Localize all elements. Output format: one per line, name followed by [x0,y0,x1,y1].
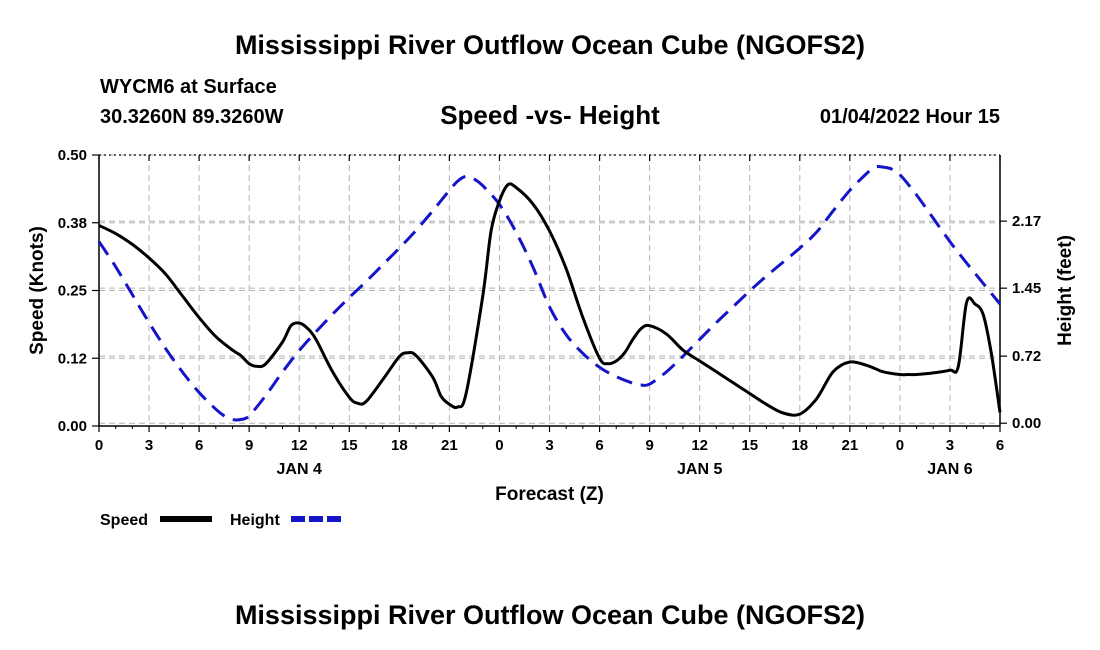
x-tick-label: 6 [595,437,603,454]
x-tick-label: 3 [946,437,954,454]
legend-height-label: Height [230,512,280,529]
y-left-tick-label: 0.00 [58,418,87,435]
x-tick-label: 21 [441,437,458,454]
datetime-label: 01/04/2022 Hour 15 [819,106,1000,128]
speed-series-line [98,182,1002,417]
y-right-tick-label: 1.45 [1012,280,1041,297]
y-left-tick-label: 0.38 [58,215,87,232]
y-right-tick-label: 0.00 [1012,415,1041,432]
x-tick-label: 6 [195,437,203,454]
legend-speed-label: Speed [100,512,148,529]
y-right-tick-label: 2.17 [1012,213,1041,230]
x-tick-label: 21 [841,437,858,454]
y-right-axis-title: Height (feet) [1055,235,1076,346]
y-left-axis-title: Speed (Knots) [27,226,48,355]
repeat-title: Mississippi River Outflow Ocean Cube (NG… [234,600,866,630]
x-tick-label: 15 [741,437,758,454]
x-tick-label: 3 [145,437,153,454]
height-series-line [97,165,1002,422]
x-tick-label: 9 [645,437,653,454]
x-tick-label: 15 [341,437,358,454]
x-axis-title: Forecast (Z) [495,484,604,505]
y-left-tick-label: 0.12 [58,350,87,367]
x-tick-label: 12 [691,437,708,454]
x-tick-label: 12 [291,437,308,454]
x-tick-label: 18 [791,437,808,454]
x-tick-label: 6 [996,437,1004,454]
main-title: Mississippi River Outflow Ocean Cube (NG… [234,30,866,60]
day-label: JAN 4 [277,461,322,478]
y-left-tick-label: 0.50 [58,147,87,164]
y-right-tick-label: 0.72 [1012,348,1041,365]
day-label: JAN 6 [927,461,972,478]
day-label: JAN 5 [677,461,722,478]
y-left-tick-label: 0.25 [58,283,87,300]
x-tick-label: 0 [896,437,904,454]
x-tick-label: 9 [245,437,253,454]
x-tick-label: 0 [95,437,103,454]
x-tick-label: 3 [545,437,553,454]
coordinates-label: 30.3260N 89.3260W [100,106,284,128]
x-tick-label: 18 [391,437,408,454]
station-label: WYCM6 at Surface [100,76,277,98]
x-tick-label: 0 [495,437,503,454]
chart-subtitle: Speed -vs- Height [440,100,660,130]
